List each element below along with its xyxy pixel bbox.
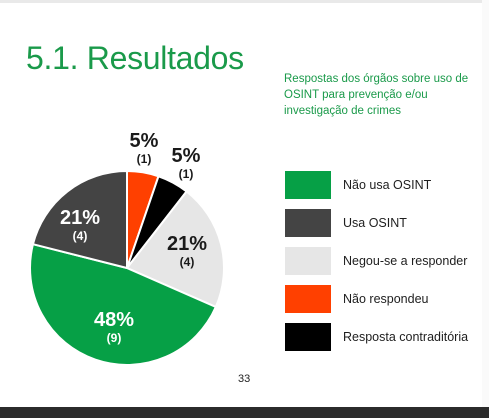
slice-percent-label: 5% <box>130 130 159 152</box>
legend-label: Não respondeu <box>343 292 429 306</box>
slice-count-label: (1) <box>137 152 152 166</box>
slice-percent-label: 21% <box>167 233 207 255</box>
legend-swatch <box>285 209 331 237</box>
slice-count-label: (4) <box>180 255 195 269</box>
legend-label: Negou-se a responder <box>343 254 468 268</box>
pie-slice-5 <box>31 169 128 270</box>
legend-label: Resposta contraditória <box>343 330 469 344</box>
legend-swatch <box>285 323 331 351</box>
pie-slice-4 <box>29 242 218 366</box>
legend-item: Negou-se a responder <box>285 247 468 275</box>
window-edge <box>482 0 489 418</box>
slice-count-label: (1) <box>179 167 194 181</box>
legend-item: Resposta contraditória <box>285 323 468 351</box>
page-number: 33 <box>238 373 251 385</box>
legend-item: Não respondeu <box>285 285 468 313</box>
slice-percent-label: 21% <box>60 207 100 229</box>
pie-chart: 5%(1) 5%(1)21%(4)48%(9)21%(4) <box>29 130 225 366</box>
chart-subtitle: Respostas dos órgãos sobre uso de OSINT … <box>284 73 469 117</box>
legend-item: Usa OSINT <box>285 209 468 237</box>
slice-count-label: (9) <box>107 331 122 345</box>
bottom-bar <box>0 407 489 418</box>
page-title: 5.1. Resultados <box>26 40 244 76</box>
slice-percent-label: 5% <box>172 145 201 167</box>
chart-legend: Não usa OSINT Usa OSINT Negou-se a respond… <box>285 171 468 361</box>
legend-swatch <box>285 285 331 313</box>
slice-percent-label: 48% <box>94 309 134 331</box>
legend-swatch <box>285 171 331 199</box>
legend-swatch <box>285 247 331 275</box>
legend-label: Usa OSINT <box>343 216 407 230</box>
top-divider <box>0 0 482 3</box>
slide: 5.1. Resultados Respostas dos órgãos sob… <box>0 0 482 385</box>
slice-count-label: (4) <box>73 229 88 243</box>
legend-label: Não usa OSINT <box>343 178 432 192</box>
legend-item: Não usa OSINT <box>285 171 468 199</box>
